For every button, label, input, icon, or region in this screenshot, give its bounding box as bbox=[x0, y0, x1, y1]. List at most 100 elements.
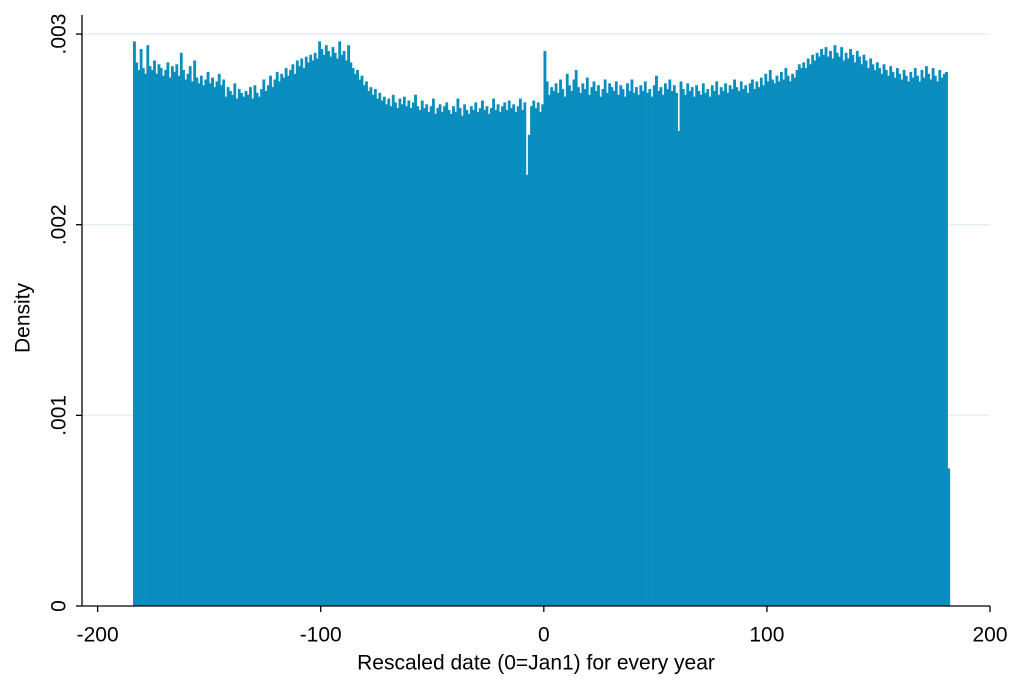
y-tick-label: 0 bbox=[48, 600, 71, 612]
bar bbox=[141, 68, 145, 607]
bar bbox=[652, 85, 656, 607]
bar bbox=[431, 98, 435, 607]
bar bbox=[871, 64, 875, 607]
bar bbox=[690, 87, 694, 607]
bar bbox=[420, 100, 424, 607]
bar bbox=[632, 92, 636, 607]
bar bbox=[494, 110, 498, 607]
bar bbox=[612, 90, 616, 607]
bar bbox=[376, 98, 380, 607]
bar bbox=[565, 73, 569, 607]
bar bbox=[449, 113, 453, 607]
bar bbox=[353, 73, 357, 607]
bar bbox=[692, 96, 696, 607]
bar bbox=[472, 110, 475, 607]
bar bbox=[532, 100, 536, 607]
bar bbox=[938, 69, 942, 607]
bar bbox=[672, 85, 676, 607]
bar bbox=[887, 75, 890, 607]
bar bbox=[677, 130, 681, 607]
bar bbox=[164, 69, 168, 607]
bar bbox=[391, 94, 395, 607]
bar bbox=[545, 81, 549, 607]
bar bbox=[768, 69, 772, 607]
bar bbox=[802, 62, 806, 607]
bar bbox=[869, 58, 873, 607]
bar bbox=[849, 49, 852, 607]
bar bbox=[273, 79, 277, 607]
bar bbox=[443, 106, 446, 607]
bar bbox=[639, 85, 643, 607]
bar bbox=[675, 92, 678, 607]
x-tick-label: -100 bbox=[300, 624, 342, 647]
bar bbox=[231, 94, 235, 607]
bar bbox=[211, 77, 214, 607]
bar bbox=[554, 83, 558, 607]
bar bbox=[246, 94, 250, 607]
bar bbox=[144, 73, 147, 607]
bar bbox=[746, 92, 750, 607]
bar bbox=[222, 79, 226, 607]
bar bbox=[237, 89, 241, 607]
bar bbox=[748, 83, 752, 607]
bar bbox=[775, 75, 779, 607]
bar bbox=[621, 89, 625, 607]
bar bbox=[808, 64, 812, 607]
y-tick-label: .002 bbox=[48, 204, 71, 245]
bar bbox=[824, 47, 828, 607]
bar bbox=[927, 73, 931, 607]
bar bbox=[286, 75, 290, 607]
bar bbox=[561, 89, 565, 607]
bar bbox=[291, 64, 295, 607]
bar bbox=[744, 85, 748, 607]
bar bbox=[456, 98, 460, 607]
bar bbox=[855, 50, 859, 607]
bar bbox=[322, 54, 326, 607]
bar bbox=[835, 52, 839, 607]
bar bbox=[541, 104, 545, 607]
bar bbox=[733, 79, 736, 607]
bar bbox=[179, 52, 183, 607]
bar bbox=[909, 71, 913, 607]
bar bbox=[206, 71, 210, 607]
bar bbox=[806, 58, 810, 607]
bar bbox=[159, 68, 163, 607]
bar bbox=[556, 92, 560, 607]
bar bbox=[710, 85, 714, 607]
bar bbox=[402, 96, 406, 607]
bar bbox=[833, 45, 837, 607]
bar bbox=[773, 83, 777, 607]
bar bbox=[864, 60, 868, 607]
x-tick-label: -200 bbox=[77, 624, 119, 647]
bar bbox=[242, 96, 246, 607]
bar bbox=[933, 75, 937, 607]
bar bbox=[721, 90, 725, 607]
bar bbox=[846, 58, 850, 607]
bar bbox=[920, 69, 924, 607]
bar bbox=[307, 62, 310, 607]
bar bbox=[837, 56, 841, 607]
bar bbox=[148, 66, 152, 607]
bar bbox=[813, 60, 817, 607]
bar bbox=[153, 60, 156, 607]
bar bbox=[240, 92, 243, 607]
y-tick-label: .001 bbox=[48, 395, 71, 436]
bar bbox=[603, 79, 607, 607]
bar bbox=[452, 106, 455, 607]
bar bbox=[362, 85, 366, 607]
bar bbox=[663, 83, 667, 607]
bar bbox=[416, 106, 420, 607]
bar bbox=[162, 75, 165, 607]
bar bbox=[576, 87, 580, 607]
bar bbox=[570, 90, 574, 607]
bar bbox=[476, 111, 480, 607]
bar bbox=[516, 106, 520, 607]
bar bbox=[510, 108, 513, 607]
bar bbox=[822, 54, 826, 607]
bar bbox=[737, 90, 741, 607]
bar bbox=[518, 98, 522, 607]
bar bbox=[150, 69, 154, 607]
bar bbox=[360, 75, 364, 607]
bar bbox=[947, 468, 951, 607]
bar bbox=[380, 100, 384, 607]
